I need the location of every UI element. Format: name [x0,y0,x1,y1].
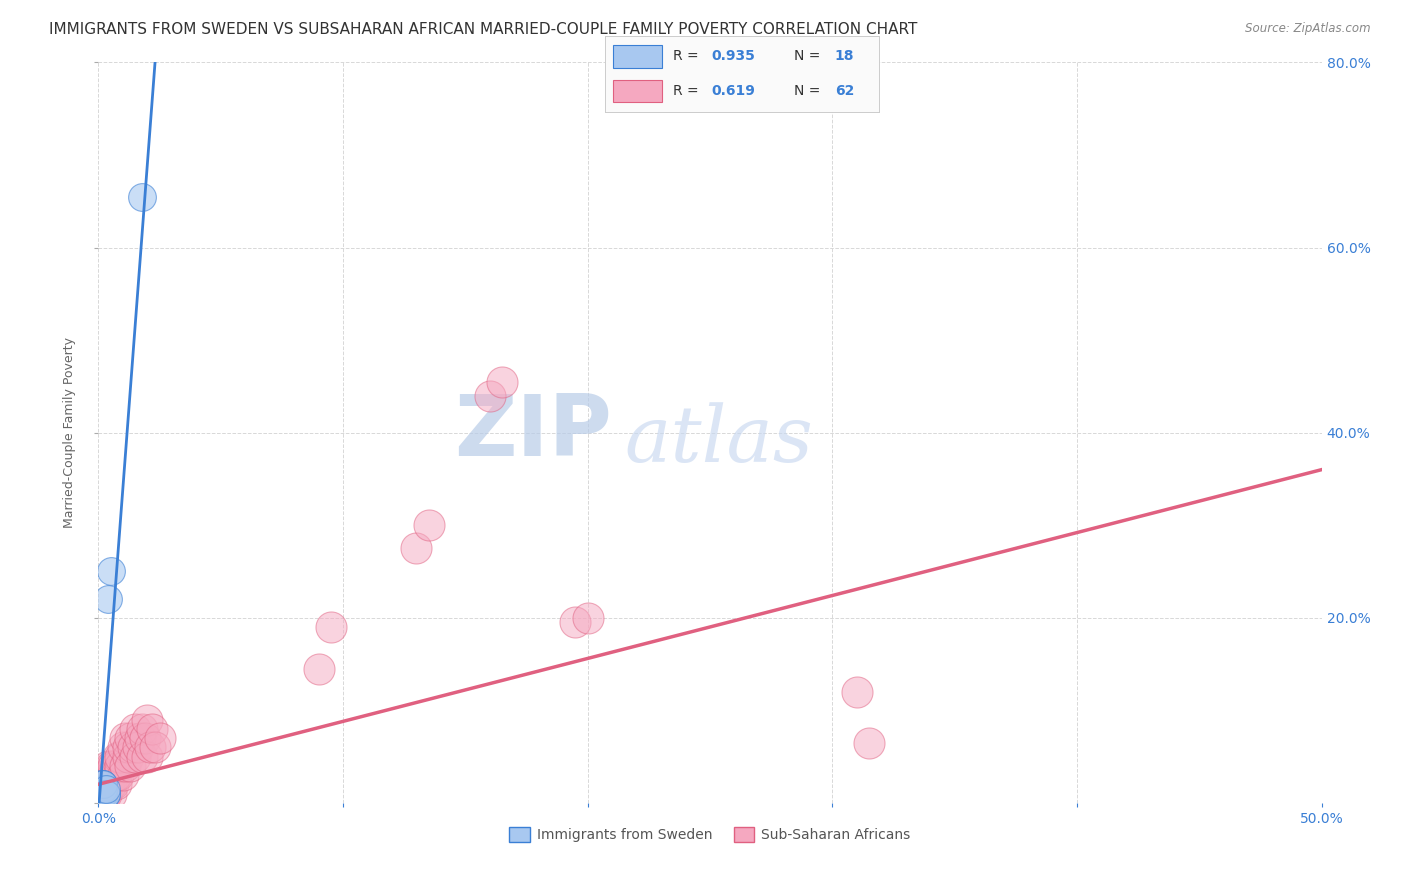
Point [97,758,120,772]
Point [114,758,136,772]
Point [564,615,586,630]
Text: IMMIGRANTS FROM SWEDEN VS SUBSAHARAN AFRICAN MARRIED-COUPLE FAMILY POVERTY CORRE: IMMIGRANTS FROM SWEDEN VS SUBSAHARAN AFR… [49,22,918,37]
Point [90,787,112,801]
Text: ZIP: ZIP [454,391,612,475]
Point [576,610,599,624]
Point [97,592,120,607]
Point [100,758,122,772]
Point [491,375,513,389]
Point [149,731,172,745]
Point [90,777,112,791]
Point [858,736,880,750]
Point [117,749,139,764]
Point [111,740,134,755]
Point [90,787,112,801]
Point [405,541,427,556]
Point [124,722,146,736]
Point [91,781,114,796]
Point [91,777,114,791]
Point [97,768,120,782]
Point [139,740,162,755]
Point [90,787,112,801]
Point [101,758,124,772]
Point [107,749,129,764]
Point [90,791,112,805]
Legend: Immigrants from Sweden, Sub-Saharan Africans: Immigrants from Sweden, Sub-Saharan Afri… [503,822,917,847]
Text: 0.935: 0.935 [711,49,755,63]
Text: 62: 62 [835,84,855,98]
Point [101,768,124,782]
Point [90,791,112,805]
Point [114,731,136,745]
Text: N =: N = [794,84,824,98]
Point [136,713,159,727]
Point [94,777,117,791]
Point [845,685,868,699]
Point [111,768,134,782]
Text: 0.619: 0.619 [711,84,755,98]
Point [94,787,117,801]
Point [131,189,153,203]
Point [91,791,114,805]
Point [90,781,112,796]
Point [97,777,120,791]
Point [131,722,153,736]
Point [91,777,114,791]
Point [107,768,129,782]
Point [134,731,156,745]
Point [110,749,132,764]
Point [308,662,330,676]
Point [94,787,117,801]
Point [104,768,127,782]
Point [91,787,114,801]
Point [94,781,117,796]
Point [100,777,122,791]
Point [110,758,132,772]
Text: R =: R = [673,49,703,63]
Point [90,787,112,801]
Point [91,791,114,805]
Point [418,518,440,533]
Text: N =: N = [794,49,824,63]
Point [104,777,127,791]
Bar [613,45,662,68]
Point [131,749,153,764]
Point [120,758,142,772]
Point [120,731,142,745]
Y-axis label: Married-Couple Family Poverty: Married-Couple Family Poverty [62,337,76,528]
Point [94,787,117,801]
Point [124,749,146,764]
Point [91,787,114,801]
Point [117,740,139,755]
Point [100,768,122,782]
Point [104,758,127,772]
Point [141,722,163,736]
Point [97,777,120,791]
Point [319,620,342,634]
Point [143,740,166,755]
Point [90,781,112,796]
Point [121,740,143,755]
Point [129,731,152,745]
Text: Source: ZipAtlas.com: Source: ZipAtlas.com [1246,22,1371,36]
Point [127,740,149,755]
Point [94,787,117,801]
Text: atlas: atlas [624,402,813,478]
Bar [613,79,662,103]
Point [100,787,122,801]
Point [91,777,114,791]
Point [91,777,114,791]
Text: R =: R = [673,84,703,98]
Point [94,768,117,782]
Point [91,787,114,801]
Point [100,565,122,579]
Point [91,787,114,801]
Text: 18: 18 [835,49,855,63]
Point [136,749,159,764]
Point [101,777,124,791]
Point [478,388,501,402]
